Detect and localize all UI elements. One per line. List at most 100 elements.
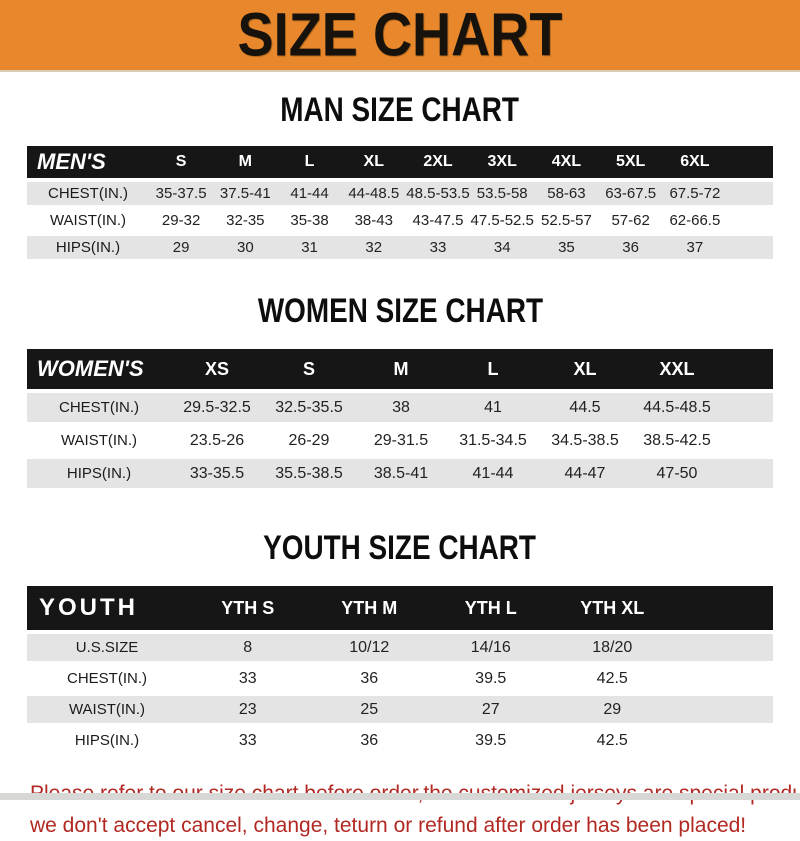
- section-heading-women-label: WOMEN SIZE CHART: [257, 291, 542, 331]
- size-cell: 26-29: [263, 426, 355, 455]
- size-cell: 53.5-58: [470, 182, 534, 205]
- size-cell: 31.5-34.5: [447, 426, 539, 455]
- size-cell: 33-35.5: [171, 459, 263, 488]
- size-cell: 48.5-53.5: [406, 182, 470, 205]
- column-header: 4XL: [534, 146, 598, 178]
- size-cell: 35.5-38.5: [263, 459, 355, 488]
- size-cell: 41-44: [277, 182, 341, 205]
- banner-title: SIZE CHART: [238, 4, 563, 66]
- section-heading-youth: YOUTH SIZE CHART: [0, 530, 800, 566]
- size-cell: 25: [309, 696, 431, 723]
- column-header: YTH L: [430, 586, 552, 630]
- column-header: M: [213, 146, 277, 178]
- size-cell: 47-50: [631, 459, 723, 488]
- size-cell: 32: [342, 236, 406, 259]
- column-header: 5XL: [599, 146, 663, 178]
- column-header: M: [355, 349, 447, 389]
- table-title: WOMEN'S: [27, 349, 171, 389]
- size-cell: 34.5-38.5: [539, 426, 631, 455]
- bottom-strip: [0, 793, 800, 800]
- size-cell: 31: [277, 236, 341, 259]
- size-cell: 10/12: [309, 634, 431, 661]
- cell-filler: [727, 182, 773, 205]
- row-label: HIPS(IN.): [27, 236, 149, 259]
- size-cell: 35: [534, 236, 598, 259]
- column-header: YTH XL: [552, 586, 674, 630]
- disclaimer-line-2: we don't accept cancel, change, teturn o…: [30, 810, 800, 841]
- cell-filler: [727, 209, 773, 232]
- size-cell: 62-66.5: [663, 209, 727, 232]
- size-cell: 32.5-35.5: [263, 393, 355, 422]
- column-header: XL: [342, 146, 406, 178]
- column-header: 3XL: [470, 146, 534, 178]
- column-header: XL: [539, 349, 631, 389]
- row-label: HIPS(IN.): [27, 459, 171, 488]
- section-heading-women: WOMEN SIZE CHART: [0, 293, 800, 329]
- column-header: XS: [171, 349, 263, 389]
- size-cell: 39.5: [430, 727, 552, 754]
- size-cell: 23: [187, 696, 309, 723]
- row-label: CHEST(IN.): [27, 182, 149, 205]
- size-cell: 41-44: [447, 459, 539, 488]
- size-cell: 52.5-57: [534, 209, 598, 232]
- size-cell: 33: [187, 665, 309, 692]
- size-cell: 29-32: [149, 209, 213, 232]
- size-cell: 14/16: [430, 634, 552, 661]
- size-cell: 57-62: [599, 209, 663, 232]
- row-label: WAIST(IN.): [27, 209, 149, 232]
- size-cell: 44-47: [539, 459, 631, 488]
- size-cell: 63-67.5: [599, 182, 663, 205]
- header-filler: [673, 586, 773, 630]
- row-label: WAIST(IN.): [27, 426, 171, 455]
- row-label: HIPS(IN.): [27, 727, 187, 754]
- cell-filler: [723, 426, 773, 455]
- header-filler: [723, 349, 773, 389]
- size-cell: 36: [599, 236, 663, 259]
- size-cell: 33: [187, 727, 309, 754]
- size-cell: 36: [309, 665, 431, 692]
- size-cell: 36: [309, 727, 431, 754]
- section-heading-youth-label: YOUTH SIZE CHART: [264, 528, 537, 568]
- size-cell: 35-37.5: [149, 182, 213, 205]
- column-header: L: [277, 146, 341, 178]
- size-cell: 41: [447, 393, 539, 422]
- column-header: XXL: [631, 349, 723, 389]
- size-cell: 37: [663, 236, 727, 259]
- table-title: YOUTH: [27, 586, 187, 630]
- cell-filler: [723, 459, 773, 488]
- size-cell: 29: [552, 696, 674, 723]
- size-cell: 42.5: [552, 665, 674, 692]
- size-cell: 29.5-32.5: [171, 393, 263, 422]
- size-cell: 39.5: [430, 665, 552, 692]
- size-cell: 27: [430, 696, 552, 723]
- row-label: CHEST(IN.): [27, 393, 171, 422]
- size-cell: 32-35: [213, 209, 277, 232]
- row-label: WAIST(IN.): [27, 696, 187, 723]
- size-cell: 47.5-52.5: [470, 209, 534, 232]
- table-title: MEN'S: [27, 146, 149, 178]
- column-header: YTH S: [187, 586, 309, 630]
- size-cell: 43-47.5: [406, 209, 470, 232]
- size-cell: 18/20: [552, 634, 674, 661]
- size-cell: 38.5-41: [355, 459, 447, 488]
- column-header: 6XL: [663, 146, 727, 178]
- size-cell: 44-48.5: [342, 182, 406, 205]
- cell-filler: [723, 393, 773, 422]
- section-heading-man: MAN SIZE CHART: [0, 92, 800, 128]
- size-cell: 34: [470, 236, 534, 259]
- size-cell: 44.5-48.5: [631, 393, 723, 422]
- size-cell: 29-31.5: [355, 426, 447, 455]
